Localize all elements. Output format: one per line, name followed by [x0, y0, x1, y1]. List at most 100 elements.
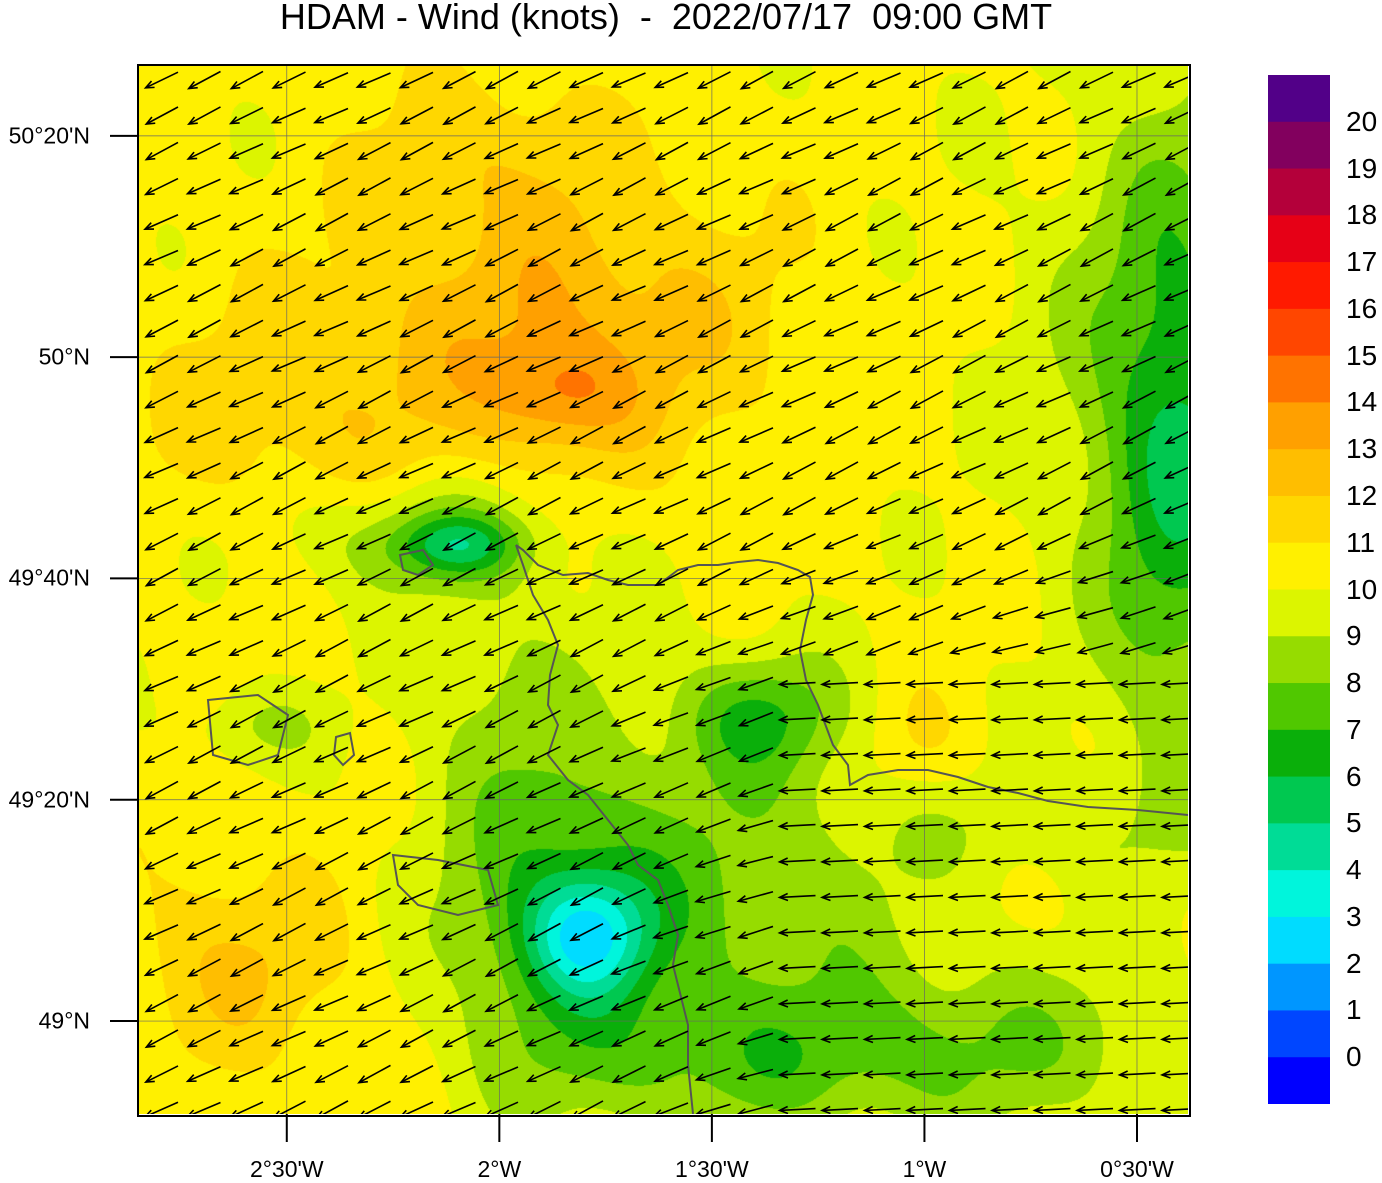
wind-arrow-head [739, 329, 751, 338]
wind-arrow-head [313, 293, 325, 302]
wind-arrow-head [399, 578, 411, 587]
wind-arrow-shaft [949, 788, 986, 792]
lat-tick-label: 49°N [38, 1007, 90, 1034]
wind-arrow-shaft [357, 285, 391, 301]
wind-arrow-head [271, 506, 283, 516]
wind-arrow-head [144, 1003, 156, 1013]
wind-arrow-shaft [1038, 248, 1071, 267]
wind-arrow-head [398, 683, 409, 692]
wind-arrow [653, 426, 689, 444]
wind-arrow-shaft [612, 888, 646, 905]
wind-arrow [611, 852, 646, 870]
wind-arrow-head [908, 222, 920, 231]
wind-arrow [185, 214, 221, 230]
wind-arrow-head [484, 294, 496, 303]
wind-arrow [696, 568, 731, 587]
wind-arrow [271, 284, 306, 303]
wind-arrow-shaft [569, 533, 604, 550]
wind-arrow-shaft [781, 569, 816, 585]
wind-arrow-shaft [1122, 107, 1156, 124]
wind-arrow [654, 354, 689, 374]
wind-arrow-head [819, 679, 831, 689]
wind-arrow-head [526, 222, 538, 232]
wind-arrow [144, 993, 179, 1013]
wind-arrow-shaft [358, 1064, 391, 1084]
wind-arrow-head [1122, 223, 1133, 232]
wind-arrow-shaft [485, 675, 519, 692]
wind-arrow-head [526, 435, 538, 444]
wind-arrow-shaft [864, 752, 901, 757]
wind-arrow [399, 780, 434, 800]
wind-arrow-head [356, 684, 368, 693]
wind-arrow-shaft [655, 568, 689, 586]
wind-arrow-head [1162, 541, 1174, 550]
wind-arrow-head [356, 577, 368, 586]
wind-arrow-head [568, 151, 580, 160]
wind-arrow-shaft [868, 177, 901, 196]
wind-arrow-head [229, 542, 241, 551]
wind-arrow-head [313, 577, 325, 586]
wind-arrow-shaft [612, 1030, 646, 1047]
colorbar-swatch [1268, 729, 1330, 778]
wind-arrow [1117, 999, 1156, 1008]
wind-arrow-shaft [909, 249, 944, 266]
wind-arrow-shaft [273, 212, 306, 232]
wind-arrow-shaft [272, 71, 306, 89]
wind-arrow-head [185, 648, 197, 656]
wind-arrow [356, 1029, 391, 1048]
wind-arrow [823, 284, 859, 302]
wind-arrow-head [993, 364, 1005, 373]
wind-arrow-head [862, 679, 874, 689]
wind-arrow-shaft [400, 567, 434, 587]
wind-arrow [530, 1100, 561, 1114]
wind-arrow [228, 568, 264, 586]
wind-arrow [526, 532, 561, 551]
wind-arrow-head [357, 1075, 368, 1084]
wind-arrow-head [483, 648, 494, 656]
wind-arrow [568, 142, 604, 160]
wind-arrow [1159, 1034, 1188, 1044]
wind-arrow-head [611, 683, 623, 693]
wind-arrow-shaft [994, 462, 1029, 479]
wind-arrow [228, 853, 264, 869]
wind-arrow [441, 745, 476, 764]
wind-arrow [1120, 497, 1156, 515]
wind-arrow [1078, 320, 1114, 337]
wind-arrow-shaft [783, 283, 816, 303]
wind-arrow-head [1121, 400, 1133, 409]
wind-arrow [185, 640, 221, 656]
wind-arrow-head [1078, 80, 1090, 89]
wind-arrow-head [737, 647, 749, 656]
wind-arrow-shaft [357, 568, 391, 586]
wind-arrow [866, 355, 901, 373]
wind-arrow-head [989, 999, 1001, 1008]
wind-arrow-head [440, 861, 452, 870]
wind-arrow-head [275, 1110, 280, 1114]
wind-arrow-shaft [272, 107, 306, 124]
wind-arrow-head [441, 613, 453, 622]
wind-arrow [143, 497, 179, 515]
wind-arrow [399, 1029, 434, 1049]
wind-arrow-shaft [528, 213, 561, 231]
wind-arrow [569, 212, 604, 232]
wind-arrow-shaft [653, 925, 689, 939]
wind-arrow-head [738, 577, 750, 586]
wind-arrow-shaft [357, 72, 391, 88]
wind-arrow-shaft [273, 674, 306, 693]
wind-arrow-shaft [315, 1065, 349, 1083]
wind-arrow-head [484, 116, 495, 125]
wind-arrow-head [567, 790, 579, 798]
wind-arrow-head [569, 897, 581, 907]
wind-arrow-head [228, 790, 240, 799]
wind-arrow [989, 786, 1029, 795]
wind-arrow [314, 887, 349, 907]
wind-arrow [696, 141, 731, 161]
wind-arrow [229, 70, 264, 90]
colorbar-label: 3 [1346, 900, 1362, 932]
wind-arrow-shaft [272, 604, 306, 621]
wind-arrow-head [356, 826, 368, 835]
wind-arrow-head [357, 862, 368, 871]
wind-arrow [652, 249, 689, 266]
wind-arrow-head [186, 80, 198, 90]
wind-arrow [356, 816, 391, 835]
